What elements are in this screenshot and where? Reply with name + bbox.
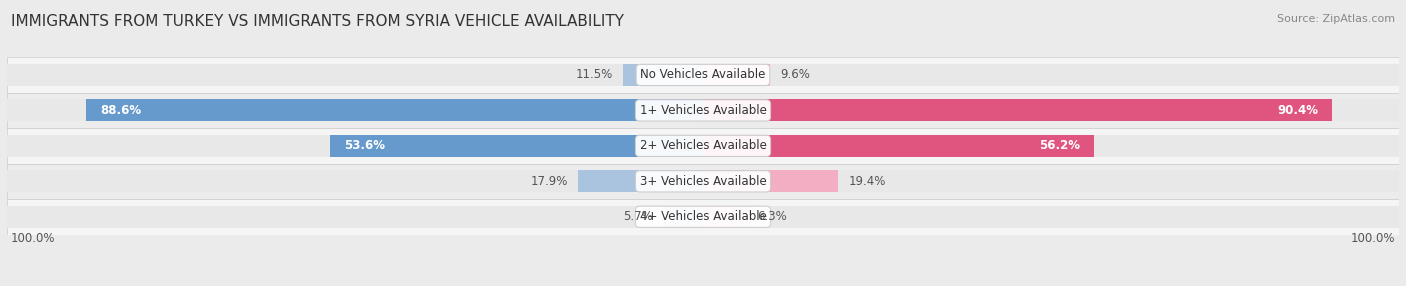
Bar [703, 100, 1331, 121]
Bar [664, 206, 703, 228]
Bar [7, 64, 703, 86]
Text: 56.2%: 56.2% [1039, 139, 1080, 152]
Text: No Vehicles Available: No Vehicles Available [640, 68, 766, 82]
Text: IMMIGRANTS FROM TURKEY VS IMMIGRANTS FROM SYRIA VEHICLE AVAILABILITY: IMMIGRANTS FROM TURKEY VS IMMIGRANTS FRO… [11, 14, 624, 29]
Bar [703, 206, 1399, 228]
Bar [7, 93, 1399, 128]
Bar [7, 164, 1399, 199]
Bar [7, 206, 703, 228]
Text: 1+ Vehicles Available: 1+ Vehicles Available [640, 104, 766, 117]
Bar [578, 170, 703, 192]
Text: 2+ Vehicles Available: 2+ Vehicles Available [640, 139, 766, 152]
Bar [703, 135, 1399, 157]
Text: 90.4%: 90.4% [1277, 104, 1319, 117]
Bar [623, 64, 703, 86]
Bar [7, 135, 703, 157]
Text: 100.0%: 100.0% [10, 232, 55, 245]
Text: 3+ Vehicles Available: 3+ Vehicles Available [640, 175, 766, 188]
Text: 6.3%: 6.3% [758, 210, 787, 223]
Text: 11.5%: 11.5% [575, 68, 613, 82]
Bar [7, 100, 703, 121]
Text: 4+ Vehicles Available: 4+ Vehicles Available [640, 210, 766, 223]
Text: 88.6%: 88.6% [100, 104, 142, 117]
Text: 53.6%: 53.6% [344, 139, 385, 152]
Bar [7, 57, 1399, 93]
Bar [7, 128, 1399, 164]
Bar [86, 100, 703, 121]
Text: 17.9%: 17.9% [530, 175, 568, 188]
Text: Source: ZipAtlas.com: Source: ZipAtlas.com [1277, 14, 1395, 24]
Bar [703, 64, 770, 86]
Text: 100.0%: 100.0% [1351, 232, 1396, 245]
Bar [703, 170, 1399, 192]
Text: 9.6%: 9.6% [780, 68, 810, 82]
Bar [7, 170, 703, 192]
Bar [703, 170, 838, 192]
Text: 19.4%: 19.4% [848, 175, 886, 188]
Bar [703, 64, 1399, 86]
Bar [7, 199, 1399, 235]
Text: 5.7%: 5.7% [623, 210, 652, 223]
Bar [703, 135, 1094, 157]
Bar [703, 100, 1399, 121]
Bar [330, 135, 703, 157]
Bar [703, 206, 747, 228]
